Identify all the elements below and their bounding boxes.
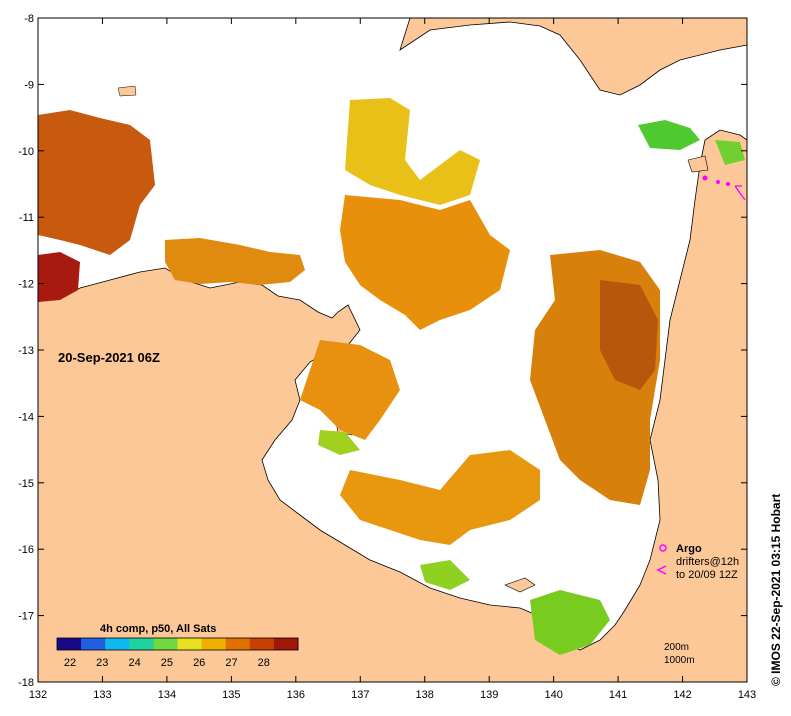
x-tick-label: 143	[738, 689, 756, 701]
x-tick-label: 132	[29, 689, 47, 701]
colorbar-tick-label: 23	[96, 657, 108, 669]
sst-patch-central	[340, 195, 510, 330]
colorbar-segment	[153, 638, 178, 650]
colorbar-tick-label: 24	[128, 657, 140, 669]
colorbar-segment	[57, 638, 82, 650]
drifters-legend-label: drifters@12h	[676, 556, 739, 568]
drifter-layer	[702, 175, 746, 201]
contour-200-label: 200m	[664, 642, 689, 653]
x-tick-label: 140	[544, 689, 562, 701]
y-tick-label: -13	[18, 345, 34, 357]
x-tick-label: 139	[480, 689, 498, 701]
date-label: 20-Sep-2021 06Z	[58, 350, 160, 365]
y-tick-label: -15	[18, 478, 34, 490]
land-island-tl	[117, 85, 137, 97]
colorbar-frame	[56, 637, 299, 651]
drifter-marker	[716, 180, 720, 184]
colorbar-segment	[249, 638, 275, 650]
land-mornington	[504, 577, 536, 593]
colorbar-tick-label: 22	[64, 657, 76, 669]
y-tick-label: -11	[19, 212, 34, 224]
x-tick-label: 141	[609, 689, 627, 701]
colorbar	[57, 638, 299, 650]
argo-marker	[702, 175, 708, 181]
sst-patch-green-sw	[420, 560, 470, 590]
argo-legend-label: Argo	[676, 543, 702, 555]
colorbar-segment	[177, 638, 203, 650]
x-axis: 132 133 134 135 136 137 138 139 140 141 142 143	[29, 18, 756, 701]
sst-patch-gulf-south	[340, 450, 540, 545]
colorbar-segment	[129, 638, 154, 650]
colorbar-ticks: 22 23 24 25 26 27 28	[64, 657, 270, 669]
x-tick-label: 134	[158, 689, 176, 701]
y-axis: -8 -9 -10 -11 -12 -13 -14 -15 -16 -17 -18	[18, 13, 747, 689]
colorbar-segment	[201, 638, 227, 650]
argo-legend-icon	[659, 544, 667, 552]
contour-1000-label: 1000m	[664, 655, 695, 666]
x-tick-label: 137	[351, 689, 369, 701]
sst-patch-green-south	[530, 590, 610, 655]
colorbar-segment	[273, 638, 299, 650]
colorbar-tick-label: 25	[161, 657, 173, 669]
sst-patch-gulf-west	[300, 340, 400, 440]
sst-patch-arafura	[165, 238, 305, 285]
sst-patch-brown-east	[600, 280, 658, 390]
x-tick-label: 136	[287, 689, 305, 701]
x-tick-label: 133	[93, 689, 111, 701]
sst-patch-green-gulf	[318, 430, 360, 455]
land-australia	[37, 129, 748, 683]
credit-label: © IMOS 22-Sep-2021 03:15 Hobart	[769, 494, 783, 686]
y-tick-label: -14	[18, 411, 34, 423]
y-tick-label: -18	[18, 677, 34, 689]
y-tick-label: -12	[18, 279, 34, 291]
colorbar-tick-label: 26	[193, 657, 205, 669]
colorbar-segment	[81, 638, 106, 650]
colorbar-tick-label: 27	[225, 657, 237, 669]
drifter-track	[734, 185, 746, 201]
x-tick-label: 135	[222, 689, 240, 701]
x-tick-label: 142	[673, 689, 691, 701]
sst-patch-timor	[38, 110, 155, 255]
colorbar-tick-label: 28	[258, 657, 270, 669]
sst-patch-yellow-top	[345, 98, 480, 205]
sst-patch-green-ne2	[715, 140, 745, 165]
y-tick-label: -10	[18, 146, 34, 158]
y-tick-label: -8	[24, 13, 34, 25]
drifter-marker	[726, 182, 730, 186]
drifters-date-label: to 20/09 12Z	[676, 569, 738, 581]
y-tick-label: -16	[18, 544, 34, 556]
y-tick-label: -17	[18, 611, 34, 623]
colorbar-segment	[225, 638, 251, 650]
drifter-legend-icon	[656, 565, 667, 575]
sst-patch-red-left	[38, 252, 80, 302]
colorbar-segment	[105, 638, 130, 650]
composite-label: 4h comp, p50, All Sats	[100, 623, 216, 635]
y-tick-label: -9	[24, 79, 34, 91]
sst-layer	[38, 98, 745, 655]
land-torres	[687, 155, 709, 173]
x-tick-label: 138	[416, 689, 434, 701]
sst-patch-green-ne	[638, 120, 700, 150]
